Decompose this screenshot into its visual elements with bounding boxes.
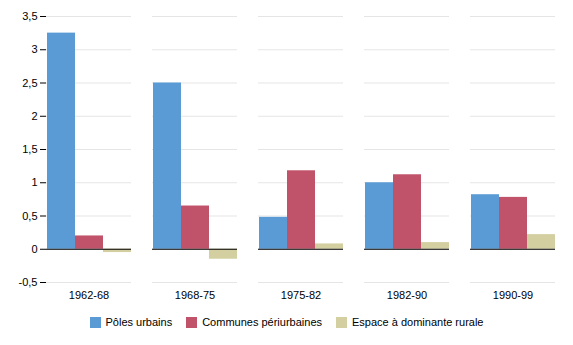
svg-text:1,5: 1,5 xyxy=(22,143,37,155)
svg-text:1982-90: 1982-90 xyxy=(387,289,427,301)
svg-text:2: 2 xyxy=(31,110,37,122)
html-text:Communes périurbaines: Communes périurbaines xyxy=(202,316,322,328)
svg-text:0: 0 xyxy=(31,243,37,255)
svg-text:1990-99: 1990-99 xyxy=(493,289,533,301)
svg-text:-0,5: -0,5 xyxy=(19,276,38,288)
svg-text:0,5: 0,5 xyxy=(22,210,37,222)
svg-text:3,5: 3,5 xyxy=(22,10,37,22)
svg-text:2,5: 2,5 xyxy=(22,77,37,89)
svg-text:3: 3 xyxy=(31,43,37,55)
html-text:Pôles urbains: Pôles urbains xyxy=(105,316,173,328)
svg-text:1968-75: 1968-75 xyxy=(175,289,215,301)
svg-text:1: 1 xyxy=(31,176,37,188)
html-text:Espace à dominante rurale: Espace à dominante rurale xyxy=(352,316,484,328)
svg-text:1975-82: 1975-82 xyxy=(281,289,321,301)
svg-text:1962-68: 1962-68 xyxy=(69,289,109,301)
